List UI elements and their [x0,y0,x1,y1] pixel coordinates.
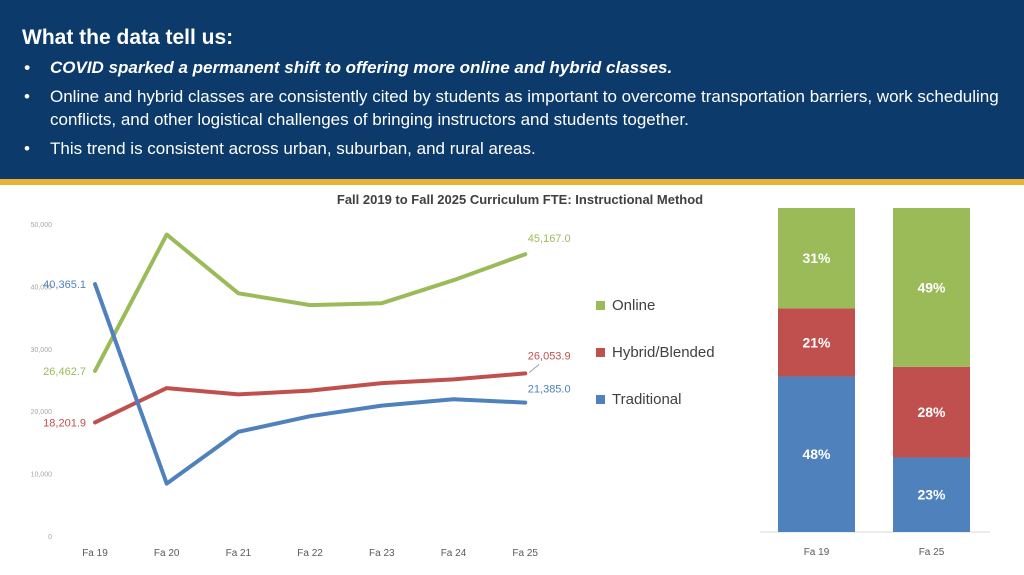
x-tick-label: Fa 24 [441,548,467,559]
chart-legend: Online Hybrid/Blended Traditional [596,294,715,435]
data-label-end-hybrid: 26,053.9 [528,350,571,362]
bar-segment-label: 31% [802,250,831,266]
bar-segment-label: 48% [802,446,831,462]
legend-swatch-hybrid [596,348,605,357]
chart-title: Fall 2019 to Fall 2025 Curriculum FTE: I… [336,192,704,207]
bar-segment [893,457,970,532]
data-label-end-traditional: 21,385.0 [528,384,571,396]
data-label-leader [528,364,540,373]
bar-segment-label: 21% [802,334,831,350]
y-tick-label: 20,000 [31,409,53,416]
bullet-item: Online and hybrid classes are consistent… [22,85,1012,131]
legend-label: Traditional [612,391,682,408]
series-line-online [93,232,528,373]
bar-segment-label: 23% [917,487,946,503]
bar-segment [893,208,970,367]
y-tick-label: 10,000 [31,472,53,479]
bar-category-label: Fa 25 [919,547,945,558]
bar-segment [778,308,855,377]
bullet-item: COVID sparked a permanent shift to offer… [22,56,1012,79]
bar-segment [778,208,855,309]
x-tick-label: Fa 23 [369,548,395,559]
x-tick-label: Fa 19 [82,548,108,559]
x-tick-label: Fa 25 [512,548,538,559]
bar-segment-label: 28% [917,404,946,420]
series-line-traditional [93,282,528,486]
data-label-start-online: 26,462.7 [43,366,86,378]
bullet-item: This trend is consistent across urban, s… [22,137,1012,160]
bullet-list: COVID sparked a permanent shift to offer… [22,56,1012,166]
legend-swatch-online [596,301,605,310]
legend-swatch-traditional [596,395,605,404]
data-label-end-online: 45,167.0 [528,233,571,245]
summary-banner: What the data tell us: COVID sparked a p… [0,0,1024,179]
series-line-hybrid [93,371,528,425]
legend-label: Hybrid/Blended [612,344,715,361]
x-tick-label: Fa 20 [154,548,180,559]
x-tick-label: Fa 21 [226,548,252,559]
bar-segment [893,366,970,458]
legend-label: Online [612,297,656,314]
legend-item-hybrid: Hybrid/Blended [596,341,715,364]
bar-segment [778,376,855,532]
x-tick-label: Fa 22 [297,548,323,559]
bar-segment-label: 49% [917,279,946,295]
bar-category-label: Fa 19 [804,547,830,558]
legend-item-online: Online [596,294,715,317]
y-tick-label: 0 [48,534,52,541]
y-tick-label: 40,000 [31,284,53,291]
data-label-start-traditional: 40,365.1 [43,279,86,291]
legend-item-traditional: Traditional [596,388,715,411]
data-label-start-hybrid: 18,201.9 [43,417,86,429]
accent-stripe [0,179,1024,185]
y-tick-label: 30,000 [31,347,53,354]
y-tick-label: 50,000 [31,222,53,229]
banner-heading: What the data tell us: [22,26,234,49]
